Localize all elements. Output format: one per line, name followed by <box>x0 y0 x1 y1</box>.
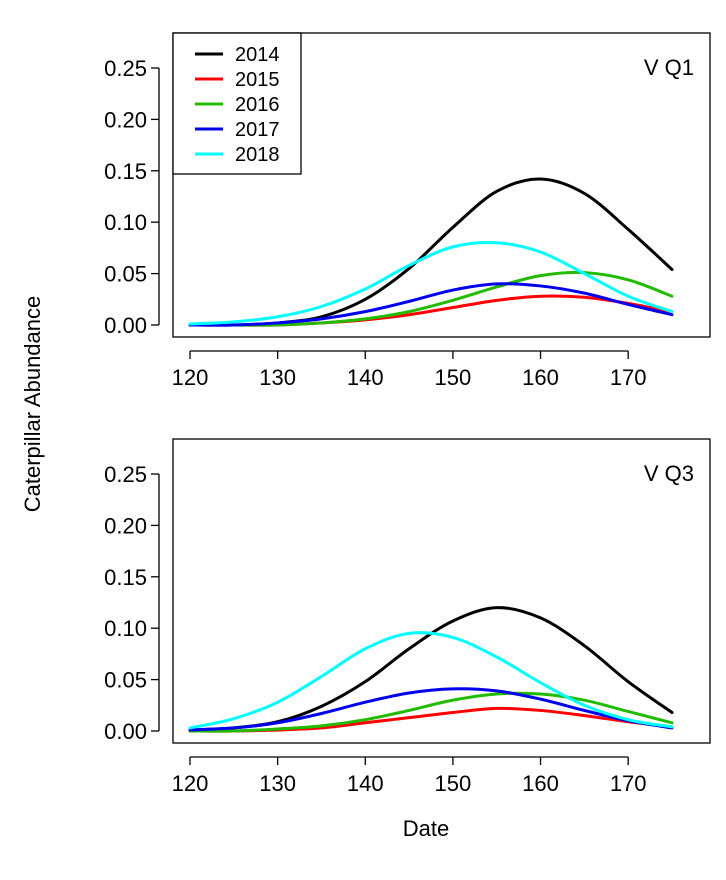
legend: 2014 2015 2016 2017 2018 <box>172 32 302 175</box>
y-tick-label: 0.15 <box>104 565 147 590</box>
x-tick-label: 130 <box>259 771 296 796</box>
series-line-2018 <box>188 241 674 326</box>
y-tick-label: 0.10 <box>104 210 147 235</box>
y-tick-label: 0.25 <box>104 56 147 81</box>
x-tick-label: 170 <box>610 771 647 796</box>
x-tick-label: 160 <box>522 771 559 796</box>
series-line-2016 <box>188 691 674 733</box>
y-tick-label: 0.20 <box>104 513 147 538</box>
series-line-2015 <box>188 294 674 327</box>
x-tick-label: 140 <box>347 771 384 796</box>
x-tick-label: 150 <box>435 771 472 796</box>
legend-label: 2017 <box>235 119 280 141</box>
series-line-2014 <box>188 177 674 327</box>
legend-label: 2015 <box>235 69 280 91</box>
legend-label: 2016 <box>235 94 280 116</box>
y-axis-title: Caterpillar Abundance <box>20 296 45 512</box>
series-line-2017 <box>188 282 674 327</box>
y-tick-label: 0.00 <box>104 313 147 338</box>
x-tick-label: 130 <box>259 365 296 390</box>
panel-label: V Q3 <box>644 461 694 486</box>
y-tick-label: 0.10 <box>104 616 147 641</box>
y-tick-label: 0.15 <box>104 159 147 184</box>
series-line-2017 <box>188 687 674 732</box>
legend-label: 2014 <box>235 44 280 66</box>
y-tick-label: 0.25 <box>104 462 147 487</box>
y-tick-label: 0.00 <box>104 719 147 744</box>
x-tick-label: 120 <box>172 365 209 390</box>
x-axis-title: Date <box>403 816 449 841</box>
y-tick-label: 0.05 <box>104 668 147 693</box>
chart-panel: 120 130 140 150 160 170 0.00 0.05 0.10 0.15 0.20 0.… <box>104 438 711 796</box>
x-tick-label: 120 <box>172 771 209 796</box>
panel-label: V Q1 <box>644 55 694 80</box>
plot-frame <box>172 438 711 744</box>
series-line-2016 <box>188 270 674 327</box>
y-tick-label: 0.05 <box>104 262 147 287</box>
x-tick-label: 160 <box>522 365 559 390</box>
chart-panel: 120 130 140 150 160 170 0.00 0.05 0.10 0.15 0.20 0.… <box>104 32 711 390</box>
series-line-2018 <box>188 631 674 730</box>
x-tick-label: 140 <box>347 365 384 390</box>
plot-frame <box>172 32 711 338</box>
x-tick-label: 170 <box>610 365 647 390</box>
legend-box <box>172 32 302 175</box>
legend-label: 2018 <box>235 144 280 166</box>
y-tick-label: 0.20 <box>104 107 147 132</box>
x-tick-label: 150 <box>435 365 472 390</box>
